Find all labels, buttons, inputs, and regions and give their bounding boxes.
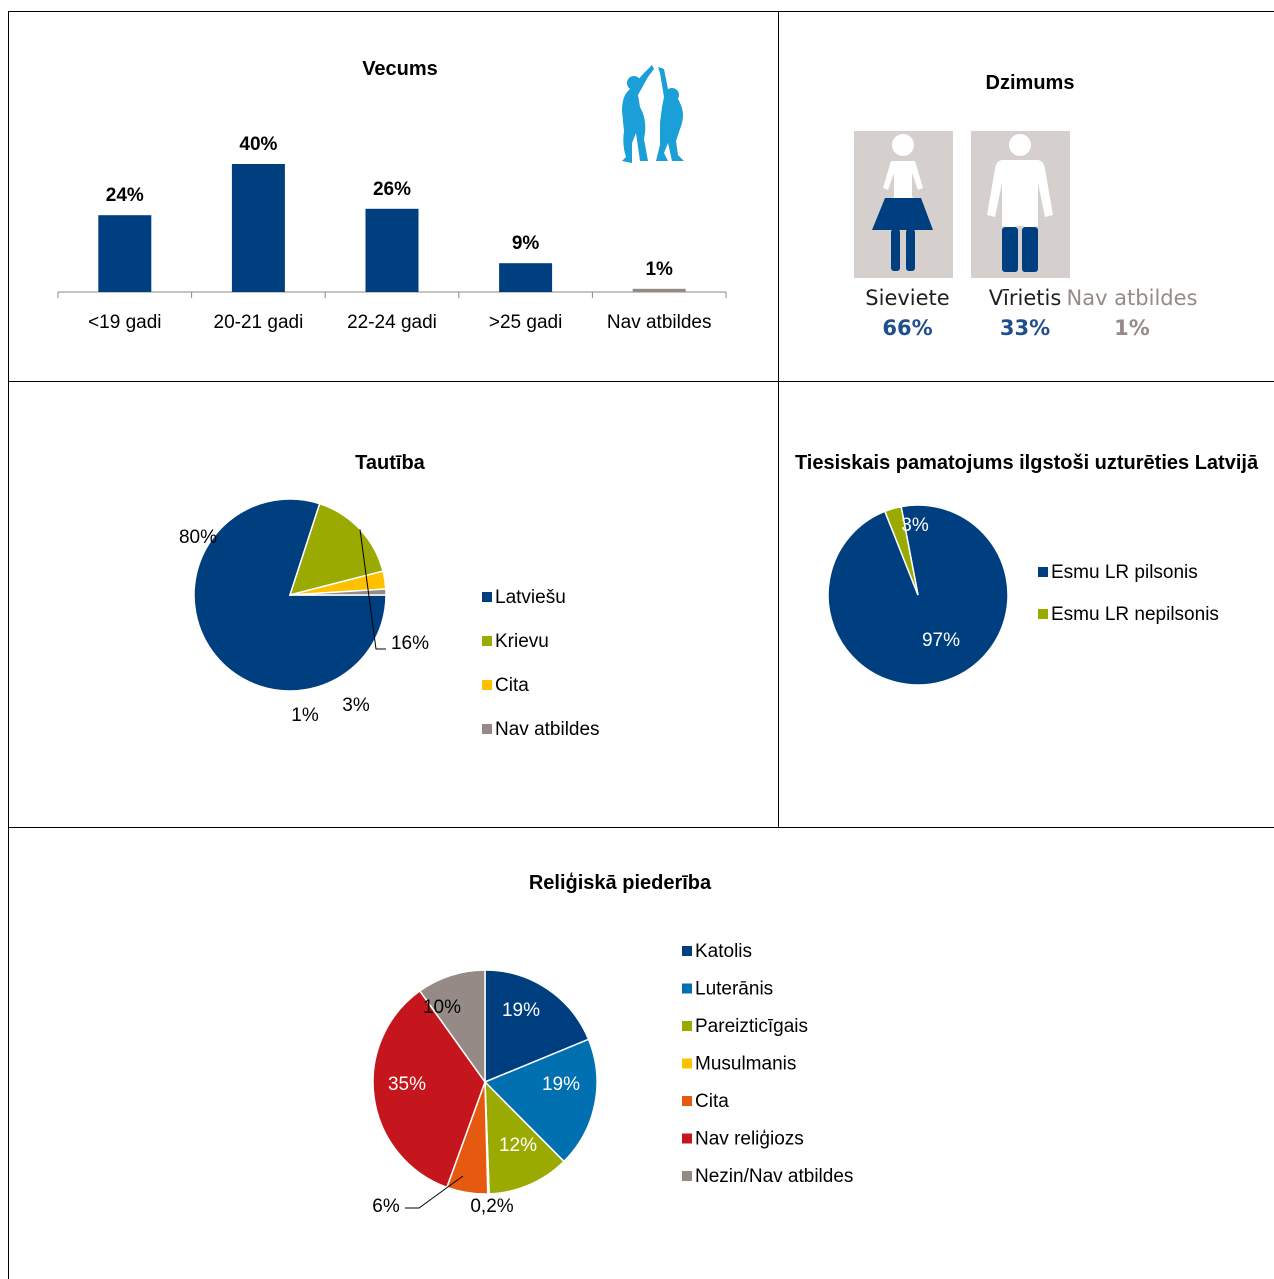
ethnicity-pie-chart: 80% 16% 3% 1% Latviešu Krievu Cita Nav atbildes (179, 498, 600, 740)
ethnicity-legend-swatch (482, 636, 492, 646)
legal-basis-chart-title: Tiesiskais pamatojums ilgstoši uzturētie… (794, 452, 1259, 474)
age-data-label: 26% (373, 179, 411, 200)
religion-data-label: 35% (388, 1074, 426, 1095)
female-icon (872, 134, 933, 271)
age-category-label: Nav atbildes (607, 312, 712, 333)
ethnicity-slice (289, 588, 387, 596)
legal-basis-legend-swatch (1038, 609, 1048, 619)
table-row-divider-1 (8, 381, 1274, 382)
age-bar (499, 263, 553, 292)
religion-legend-swatch (682, 983, 692, 994)
religion-legend-label: Nav reliģiozs (695, 1129, 804, 1150)
religion-pie-chart: 19% 19% 12% 0,2% 6% 35% 10% Katolis Luterānis Par… (372, 941, 853, 1217)
legal-basis-data-label: 3% (901, 515, 929, 536)
religion-legend-label: Cita (695, 1091, 729, 1112)
religion-slice (418, 969, 486, 1085)
table-column-divider (778, 11, 779, 828)
age-data-label: 9% (512, 233, 540, 254)
ethnicity-legend-label: Latviešu (495, 587, 566, 608)
age-data-label: 1% (645, 259, 673, 280)
religion-data-label: 12% (499, 1135, 537, 1156)
legal-basis-pie-chart: 97% 3% Esmu LR pilsonis Esmu LR nepilsonis (827, 504, 1219, 686)
table-row-divider-2 (8, 827, 1274, 828)
religion-legend-label: Katolis (695, 941, 752, 962)
ethnicity-legend-label: Nav atbildes (495, 719, 600, 740)
gender-pct-female: 66% (882, 316, 933, 340)
religion-legend-swatch (682, 1058, 692, 1069)
ethnicity-legend-label: Cita (495, 675, 529, 696)
male-icon (987, 134, 1053, 272)
ethnicity-leader-line (359, 529, 386, 650)
religion-data-label: 10% (423, 997, 461, 1018)
legal-basis-legend-label: Esmu LR nepilsonis (1051, 604, 1219, 625)
legal-basis-data-label: 97% (922, 630, 960, 651)
ethnicity-data-label: 1% (291, 705, 319, 726)
religion-legend-swatch (682, 1133, 692, 1144)
religion-legend-swatch (682, 1096, 692, 1106)
religion-legend-label: Musulmanis (695, 1054, 796, 1075)
ethnicity-legend-swatch (482, 724, 492, 734)
religion-legend-swatch (682, 1171, 692, 1181)
gender-pct-male: 33% (999, 316, 1051, 340)
legal-basis-slice (883, 505, 919, 596)
religion-data-label: 6% (372, 1196, 400, 1217)
gender-pictogram (854, 131, 1070, 278)
age-data-label: 40% (239, 134, 277, 155)
religion-legend-swatch (682, 1021, 692, 1031)
religion-data-label: 19% (502, 1000, 540, 1021)
age-data-label: 24% (106, 185, 144, 206)
religion-slice (372, 989, 486, 1189)
ethnicity-slice (193, 498, 387, 692)
gender-label-male: Vīrietis (988, 286, 1062, 310)
age-category-label: >25 gadi (489, 312, 562, 333)
gender-pct-no-answer: 1% (1114, 316, 1150, 340)
gender-label-no-answer: Nav atbildes (1066, 286, 1198, 310)
religion-data-label: 19% (542, 1074, 580, 1095)
ethnicity-chart-title: Tautība (355, 452, 425, 474)
ethnicity-legend-label: Krievu (495, 631, 549, 652)
age-chart-title: Vecums (362, 58, 438, 80)
age-bar (98, 215, 152, 292)
religion-slice (484, 1080, 566, 1195)
gender-label-female: Sieviete (865, 286, 950, 310)
legal-basis-legend-swatch (1038, 567, 1048, 577)
religion-legend-label: Luterānis (695, 979, 773, 1000)
religion-data-label: 0,2% (470, 1196, 513, 1217)
ethnicity-data-label: 80% (179, 527, 217, 548)
table-border-left (8, 11, 9, 1279)
gender-chart-title: Dzimums (985, 72, 1075, 94)
age-bar (231, 164, 285, 292)
ethnicity-data-label: 16% (391, 633, 429, 654)
religion-legend-swatch (682, 946, 692, 956)
age-category-label: 20-21 gadi (214, 312, 304, 333)
age-category-label: 22-24 gadi (347, 312, 437, 333)
age-bar-chart: 24% <19 gadi 40% 20-21 gadi 26% 22-24 gadi 9% >… (57, 65, 727, 333)
religion-legend-label: Pareizticīgais (695, 1016, 808, 1037)
age-bar (632, 288, 686, 292)
religion-chart-title: Reliģiskā piederība (528, 872, 712, 894)
religion-leader-line (405, 1175, 464, 1209)
religion-slice (484, 969, 590, 1084)
religion-legend-label: Nezin/Nav atbildes (695, 1166, 853, 1187)
ethnicity-data-label: 3% (342, 695, 370, 716)
legal-basis-legend-label: Esmu LR pilsonis (1051, 562, 1198, 583)
age-category-label: <19 gadi (88, 312, 161, 333)
high-five-silhouette-icon (622, 65, 684, 163)
age-bar (365, 208, 419, 292)
ethnicity-legend-swatch (482, 592, 492, 602)
table-border-top (8, 11, 1274, 12)
religion-slice (483, 1038, 598, 1163)
ethnicity-legend-swatch (482, 680, 492, 690)
